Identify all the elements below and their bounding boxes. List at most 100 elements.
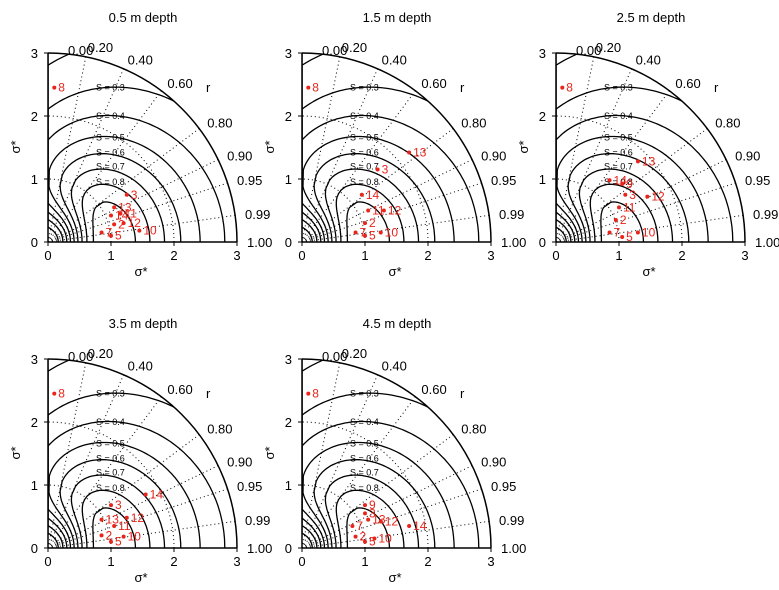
taylor-panel-2: 1.5 m depth S = 0.3 S = 0.4 S = 0.5 S = 0.6 S…: [262, 10, 526, 279]
correlation-tick-label: 0.00: [576, 43, 601, 58]
skill-contour-line: [302, 53, 491, 242]
data-point-label: 9: [369, 498, 376, 512]
skill-contour-line: [346, 201, 391, 242]
correlation-tick-label: 0.95: [745, 173, 770, 188]
data-point: [124, 192, 129, 197]
skill-label: S = 0.6: [350, 454, 379, 464]
correlation-tick-label: 0.95: [491, 173, 516, 188]
data-point-label: 14: [115, 209, 129, 223]
y-tick-label: 0: [285, 235, 292, 250]
data-point-label: 11: [623, 200, 636, 214]
correlation-axis-title: r: [206, 386, 211, 401]
x-tick-label: 0: [552, 248, 559, 263]
x-tick-label: 2: [424, 248, 431, 263]
x-tick-label: 3: [487, 248, 494, 263]
skill-label: S = 0.8: [96, 483, 125, 493]
correlation-tick-label: 0.80: [207, 422, 232, 437]
data-point: [52, 391, 57, 396]
skill-contour-line: [302, 441, 455, 548]
y-tick-label: 3: [285, 46, 292, 61]
correlation-axis-title: r: [206, 80, 211, 95]
data-point-label: 12: [651, 190, 665, 204]
data-point-label: 3: [382, 163, 389, 177]
skill-label: S = 0.3: [604, 83, 633, 93]
correlation-tick-label: 1.00: [501, 235, 526, 250]
x-tick-label: 0: [298, 248, 305, 263]
skill-contour-line: [92, 507, 137, 548]
taylor-panel-4: 3.5 m depth S = 0.3 S = 0.4 S = 0.5 S = 0.6 S…: [8, 316, 272, 585]
correlation-tick-label: 1.00: [247, 235, 272, 250]
taylor-panel-1: 0.5 m depth S = 0.3 S = 0.4 S = 0.5 S = 0.6 S…: [8, 10, 272, 279]
x-axis-title: σ*: [642, 264, 655, 279]
correlation-tick-label: 0.00: [68, 43, 93, 58]
correlation-tick-label: 0.40: [636, 53, 661, 68]
skill-label: S = 0.5: [96, 438, 125, 448]
y-tick-label: 3: [285, 352, 292, 367]
data-point: [109, 213, 113, 218]
skill-label: S = 0.8: [350, 483, 379, 493]
data-point: [306, 391, 311, 396]
skill-contour-line: [48, 359, 237, 548]
data-point: [363, 511, 367, 516]
correlation-tick-label: 0.95: [237, 173, 262, 188]
data-point: [363, 503, 367, 508]
skill-contour-line: [302, 114, 480, 242]
correlation-tick-label: 1.00: [247, 541, 272, 556]
y-tick-label: 3: [31, 352, 38, 367]
data-point: [560, 85, 565, 90]
x-tick-label: 2: [678, 248, 685, 263]
data-point: [375, 167, 380, 172]
y-axis-title: σ*: [8, 446, 23, 459]
skill-contour-line: [48, 135, 201, 242]
correlation-tick-label: 0.99: [499, 207, 524, 222]
skill-label: S = 0.7: [96, 161, 125, 171]
data-point: [99, 533, 104, 538]
correlation-tick-label: 0.80: [207, 116, 232, 131]
correlation-axis-title: r: [714, 80, 719, 95]
x-axis-title: σ*: [134, 570, 147, 585]
correlation-tick-label: 0.80: [461, 116, 486, 131]
data-point: [350, 523, 355, 528]
data-point-label: 8: [58, 387, 65, 401]
skill-contour-line: [302, 420, 480, 548]
x-tick-label: 3: [487, 554, 494, 569]
correlation-tick-label: 0.90: [481, 148, 506, 163]
data-point: [306, 85, 311, 90]
data-point-label: 7: [614, 226, 621, 240]
data-point-label: 8: [566, 81, 573, 95]
x-tick-label: 3: [233, 248, 240, 263]
skill-contours: [556, 53, 745, 242]
data-point-label: 2: [118, 217, 125, 231]
correlation-tick-label: 0.20: [342, 346, 367, 361]
data-point: [112, 205, 117, 210]
std-arc: [47, 484, 112, 549]
data-point: [99, 230, 104, 235]
correlation-tick-label: 0.90: [481, 454, 506, 469]
correlation-tick-label: 0.99: [499, 513, 524, 528]
data-point: [52, 85, 57, 90]
x-tick-label: 2: [170, 554, 177, 569]
correlation-tick-label: 1.00: [501, 541, 526, 556]
correlation-tick-label: 0.99: [245, 513, 270, 528]
x-tick-label: 2: [170, 248, 177, 263]
data-point: [112, 523, 117, 528]
y-tick-label: 3: [31, 46, 38, 61]
y-tick-label: 2: [285, 109, 292, 124]
y-tick-label: 1: [31, 172, 38, 187]
correlation-tick-label: 0.40: [128, 359, 153, 374]
data-point: [109, 539, 113, 544]
data-point: [99, 517, 104, 522]
correlation-ray: [47, 182, 228, 243]
skill-label: S = 0.4: [350, 111, 379, 121]
data-point-label: 12: [385, 515, 399, 529]
data-point: [381, 208, 386, 213]
data-point: [372, 536, 377, 541]
skill-contour-line: [48, 86, 237, 242]
data-point-label: 8: [312, 81, 319, 95]
skill-label: S = 0.7: [96, 467, 125, 477]
y-tick-label: 3: [539, 46, 546, 61]
data-point: [109, 503, 113, 508]
data-point-label: 3: [115, 498, 122, 512]
skill-label: S = 0.3: [350, 83, 379, 93]
data-point-label: 8: [58, 81, 65, 95]
